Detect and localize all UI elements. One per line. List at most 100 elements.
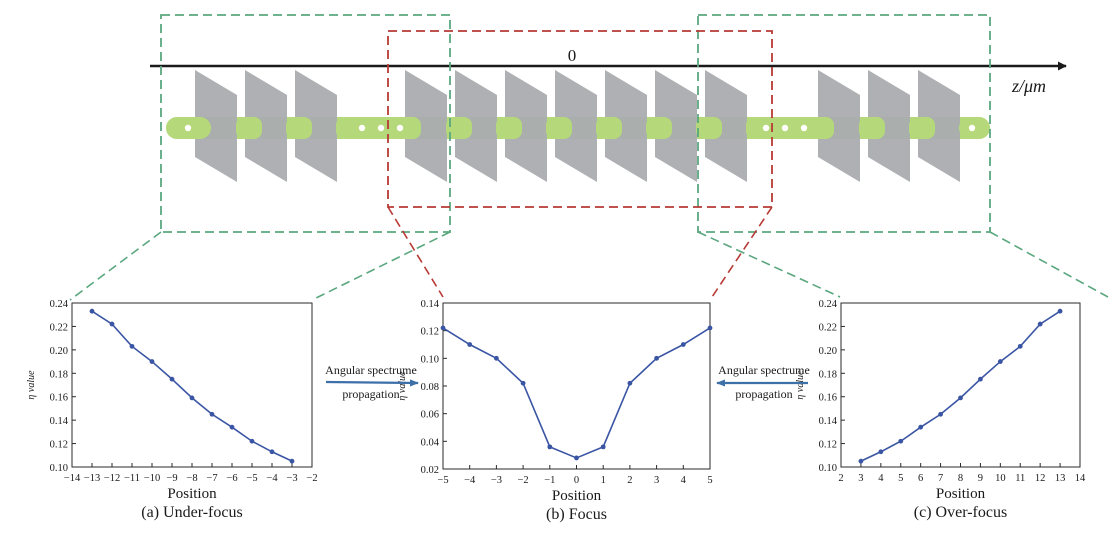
data-point	[109, 321, 115, 327]
beam-segment	[746, 117, 834, 139]
x-tick-label: −7	[206, 473, 217, 484]
dot	[762, 124, 770, 132]
beam-segment	[546, 117, 572, 139]
x-tick-label: −11	[124, 473, 140, 484]
data-point	[654, 355, 659, 361]
x-tick-label: 2	[627, 475, 632, 486]
y-tick-label: 0.04	[421, 437, 440, 448]
x-tick-label: −4	[266, 473, 278, 484]
y-tick-label: 0.02	[421, 465, 439, 476]
x-tick-label: −4	[464, 475, 476, 486]
x-tick-label: −5	[246, 473, 257, 484]
dot	[396, 124, 404, 132]
data-point	[269, 449, 275, 455]
zero-label: 0	[568, 46, 577, 65]
plot-frame	[71, 302, 313, 468]
x-tick-label: −13	[84, 473, 100, 484]
y-tick-label: 0.18	[819, 369, 837, 380]
x-tick-label: 11	[1015, 473, 1025, 484]
zoom-line-b-right	[711, 206, 773, 298]
data-point	[978, 376, 983, 382]
x-tick-label: 4	[681, 475, 687, 486]
data-point	[1057, 308, 1063, 314]
plate	[868, 70, 910, 182]
data-point	[494, 355, 499, 361]
y-tick-label: 0.12	[819, 440, 837, 451]
data-point	[918, 424, 924, 430]
data-point	[878, 449, 884, 455]
data-point	[440, 325, 446, 331]
plate	[705, 70, 747, 182]
data-point	[129, 343, 135, 349]
chart-over-focus: 2 3 4 5 6 7 8 9 10 11 12 13 14 0.10 0.12 0.14 0.16 0.18 0.…	[795, 299, 1086, 521]
data-point	[938, 411, 943, 417]
plate	[605, 70, 647, 182]
plate	[295, 70, 337, 182]
data-point	[680, 342, 686, 347]
plate	[505, 70, 547, 182]
zoom-line-c-right	[989, 231, 1109, 298]
x-tick-label: 9	[978, 473, 983, 484]
data-point	[997, 359, 1003, 364]
zoom-line-b-left	[387, 206, 444, 298]
data-point	[229, 424, 235, 430]
data-point	[520, 380, 526, 386]
arrow-label-line2: propagation	[342, 387, 399, 401]
zoom-line-a-right	[311, 231, 451, 301]
x-tick-label: −3	[491, 475, 502, 486]
over-focus-box	[697, 14, 991, 233]
plate	[245, 70, 287, 182]
plate	[818, 70, 860, 182]
x-tick-label: 7	[938, 473, 943, 484]
x-tick-label: 1	[601, 475, 606, 486]
x-tick-label: −12	[104, 473, 120, 484]
propagation-arrow-right: Angular spectrume propagation	[716, 363, 810, 401]
x-tick-label: 6	[918, 473, 923, 484]
x-tick-label: −2	[306, 473, 317, 484]
data-point	[600, 444, 606, 450]
zoom-line-c-left	[697, 231, 841, 298]
data-point	[467, 342, 473, 347]
y-tick-label: 0.06	[421, 410, 439, 421]
plate	[918, 70, 960, 182]
under-focus-box	[160, 14, 451, 233]
y-tick-label: 0.10	[50, 463, 68, 474]
x-tick-label: −10	[144, 473, 160, 484]
data-point	[289, 458, 295, 464]
y-tick-label: 0.14	[421, 299, 440, 310]
data-point	[149, 359, 155, 364]
plate	[555, 70, 597, 182]
dot	[800, 124, 808, 132]
arrow-label-line1: Angular spectrume	[325, 363, 417, 377]
plate-group	[195, 70, 960, 182]
x-tick-label: 2	[838, 473, 843, 484]
data-point	[707, 325, 713, 331]
x-tick-label: −6	[226, 473, 237, 484]
y-tick-label: 0.16	[50, 393, 68, 404]
z-axis-label: z/μm	[1011, 76, 1046, 96]
focus-dots	[184, 124, 976, 132]
plot-frame	[840, 302, 1081, 468]
beam-segment	[446, 117, 472, 139]
x-tick-label: 5	[898, 473, 903, 484]
beam-segment	[286, 117, 312, 139]
x-tick-label: 0	[574, 475, 579, 486]
x-tick-label: 10	[995, 473, 1006, 484]
dot	[358, 124, 366, 132]
x-axis-label: Position	[167, 486, 217, 502]
data-point	[958, 395, 963, 401]
x-tick-label: −1	[544, 475, 555, 486]
x-tick-label: −9	[166, 473, 177, 484]
arrow-right-icon	[325, 379, 419, 387]
data-point	[1037, 321, 1043, 327]
chart-under-focus: −14 −13 −12 −11 −10 −9 −8 −7 −6 −5 −4 −3 −2 0.10 0.12 0…	[26, 299, 318, 521]
plate	[455, 70, 497, 182]
x-tick-label: −8	[186, 473, 197, 484]
x-tick-label: 3	[858, 473, 863, 484]
data-point	[89, 308, 95, 314]
arrow-label-line2: propagation	[735, 387, 792, 401]
beam-segment	[646, 117, 672, 139]
beam-segment	[596, 117, 622, 139]
x-tick-label: 3	[654, 475, 659, 486]
